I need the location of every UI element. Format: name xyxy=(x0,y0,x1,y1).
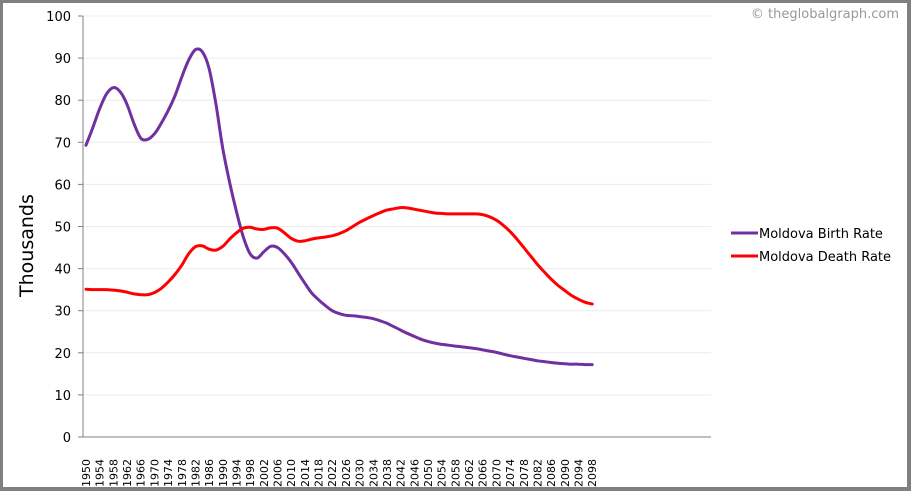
legend-label: Moldova Death Rate xyxy=(759,250,891,265)
x-tick-label: 2018 xyxy=(313,459,326,487)
x-tick-label: 1970 xyxy=(148,459,161,487)
x-tick-label: 1986 xyxy=(203,459,216,487)
y-axis-label: Thousands xyxy=(16,194,38,298)
x-tick-label: 2006 xyxy=(272,459,285,487)
data-lines xyxy=(84,47,594,367)
x-tick-label: 2022 xyxy=(326,459,339,487)
y-tick-label: 50 xyxy=(54,221,71,236)
x-tick-label: 1966 xyxy=(135,459,148,487)
y-tick-label: 90 xyxy=(54,52,71,67)
y-tick-label: 20 xyxy=(54,347,71,362)
x-tick-label: 2010 xyxy=(285,459,298,487)
x-tick-label: 1962 xyxy=(121,459,134,487)
x-tick-label: 2094 xyxy=(572,459,585,487)
x-tick-label: 2034 xyxy=(367,459,380,487)
x-tick-label: 1958 xyxy=(107,459,120,487)
y-tick-label: 60 xyxy=(54,178,71,193)
x-tick-label: 2054 xyxy=(436,459,449,487)
x-tick-label: 2026 xyxy=(340,459,353,487)
x-tick-label: 2002 xyxy=(258,459,271,487)
x-tick-label: 2090 xyxy=(559,459,572,487)
copyright-notice: © theglobalgraph.com xyxy=(750,7,899,22)
y-tick-label: 80 xyxy=(54,94,71,109)
x-tick-label: 2082 xyxy=(531,459,544,487)
gridlines xyxy=(83,15,711,396)
x-tick-label: 2014 xyxy=(299,459,312,487)
x-tick-label: 2042 xyxy=(395,459,408,487)
x-tick-label: 2086 xyxy=(545,459,558,487)
x-tick-label: 2070 xyxy=(490,459,503,487)
y-axis-ticks: 0 10 20 30 40 50 60 70 80 90 100 xyxy=(46,10,83,446)
legend-item: Moldova Birth Rate xyxy=(731,227,883,242)
series-line-moldova-birth-rate xyxy=(84,47,594,367)
x-tick-label: 2062 xyxy=(463,459,476,487)
y-tick-label: 70 xyxy=(54,136,71,151)
x-tick-label: 1978 xyxy=(176,459,189,487)
series-line-moldova-death-rate xyxy=(84,206,594,306)
x-tick-label: 2058 xyxy=(449,459,462,487)
y-tick-label: 0 xyxy=(63,431,71,446)
y-tick-label: 30 xyxy=(54,305,71,320)
x-tick-label: 1974 xyxy=(162,459,175,487)
y-tick-label: 100 xyxy=(46,10,71,25)
x-tick-label: 2038 xyxy=(381,459,394,487)
legend: Moldova Birth Rate Moldova Death Rate xyxy=(731,227,891,265)
legend-item: Moldova Death Rate xyxy=(731,250,891,265)
x-tick-label: 2074 xyxy=(504,459,517,487)
x-tick-label: 2098 xyxy=(586,459,599,487)
x-tick-label: 2066 xyxy=(477,459,490,487)
x-tick-label: 1990 xyxy=(217,459,230,487)
x-tick-label: 1950 xyxy=(80,459,93,487)
x-tick-label: 2030 xyxy=(354,459,367,487)
x-tick-label: 2078 xyxy=(518,459,531,487)
y-tick-label: 10 xyxy=(54,389,71,404)
legend-label: Moldova Birth Rate xyxy=(759,227,883,242)
x-tick-label: 1982 xyxy=(189,459,202,487)
x-tick-label: 1998 xyxy=(244,459,257,487)
x-tick-label: 1954 xyxy=(94,459,107,487)
x-tick-label: 1994 xyxy=(230,459,243,487)
x-axis-ticks: 1950 1954 1958 1962 1966 1970 1974 1978 1982 1986… xyxy=(80,459,599,487)
y-tick-label: 40 xyxy=(54,263,71,278)
x-tick-label: 2046 xyxy=(408,459,421,487)
x-tick-label: 2050 xyxy=(422,459,435,487)
